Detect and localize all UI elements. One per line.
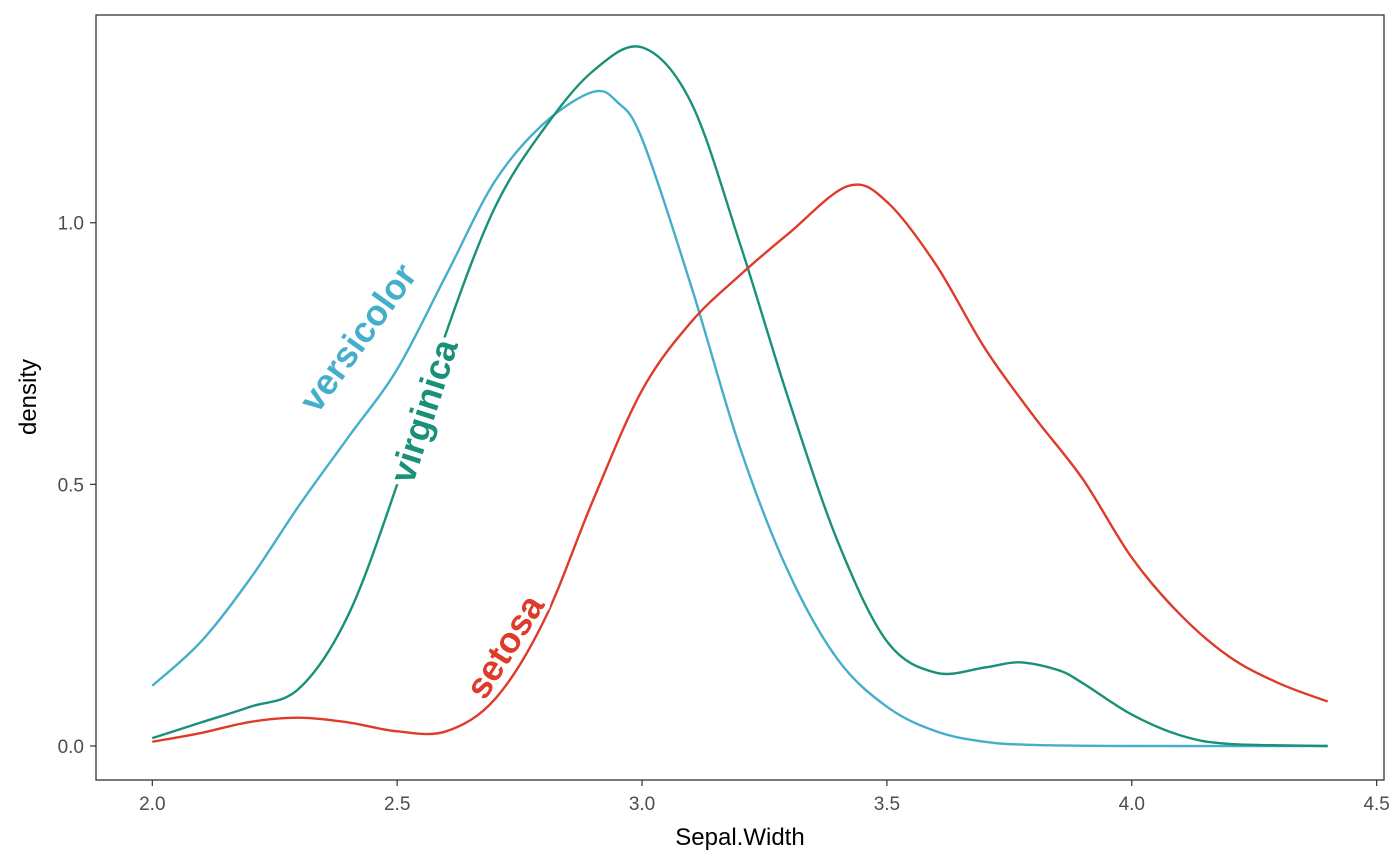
density-curves (151, 45, 1329, 748)
y-tick-label: 0.5 (58, 475, 84, 496)
x-tick-label: 3.0 (629, 794, 655, 815)
versicolor-curve-label: versicolor (291, 256, 425, 420)
panel-border (95, 14, 1385, 781)
y-tick-label: 1.0 (58, 214, 84, 235)
versicolor-density-line (151, 89, 1328, 748)
x-tick-label: 2.0 (139, 794, 165, 815)
y-tick-label: 0.0 (58, 737, 84, 758)
virginica-curve-label: virginica (381, 333, 466, 487)
x-axis-title: Sepal.Width (675, 824, 804, 851)
x-tick-label: 2.5 (384, 794, 410, 815)
x-tick-label: 4.5 (1363, 794, 1389, 815)
virginica-density-line (151, 45, 1328, 748)
y-axis-title: density (15, 359, 42, 435)
setosa-density-line (152, 183, 1329, 743)
axes: 2.0 2.5 3.0 3.5 4.0 4.5 0.0 0.5 1.0 (58, 214, 1390, 815)
x-tick-label: 4.0 (1119, 794, 1145, 815)
x-tick-label: 3.5 (874, 794, 900, 815)
